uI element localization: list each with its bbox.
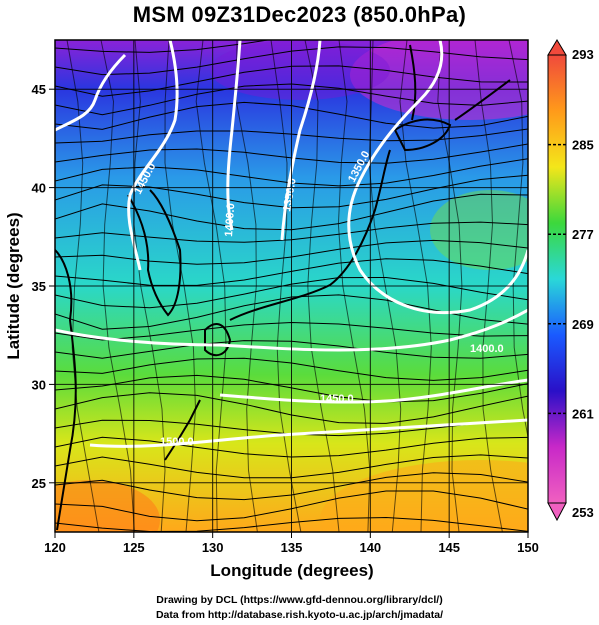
colorbar-strip — [547, 54, 567, 504]
colorbar-label: 253 — [572, 505, 594, 520]
y-tick-label: 45 — [32, 82, 46, 97]
axis-ticks — [49, 88, 529, 538]
map-title: MSM 09Z31Dec2023 (850.0hPa) — [132, 2, 467, 27]
contour-1450-south — [219, 378, 528, 404]
contour-label: 1500.0 — [160, 436, 194, 448]
coastlines — [55, 44, 511, 531]
colorbar-label: 285 — [572, 138, 594, 153]
contour-label: 1350.0 — [281, 177, 299, 212]
contour-1400-north — [226, 40, 242, 231]
contour-label: 1400.0 — [470, 343, 504, 355]
korea-coast — [127, 189, 182, 317]
y-axis-title: Latitude (degrees) — [4, 212, 23, 359]
colorbar-label: 261 — [572, 406, 594, 421]
x-tick-label: 135 — [281, 540, 303, 555]
x-tick-label: 125 — [123, 540, 145, 555]
contour-label: 1450.0 — [320, 393, 354, 405]
colorbar-label: 269 — [572, 317, 594, 332]
china-coast — [55, 249, 77, 531]
y-tick-label: 30 — [32, 377, 46, 392]
x-tick-label: 120 — [44, 540, 66, 555]
temperature-field — [55, 40, 528, 532]
y-tick-label: 40 — [32, 181, 46, 196]
contour-label: 1400.0 — [223, 203, 237, 237]
x-axis-title: Longitude (degrees) — [210, 561, 373, 580]
contour-1500-south — [89, 418, 528, 448]
kyushu-coast — [204, 323, 232, 357]
kurils — [454, 79, 511, 121]
colorbar-bottom-arrow — [547, 502, 567, 522]
x-tick-labels: 120 125 130 135 140 145 150 — [44, 540, 539, 555]
honshu-coast — [229, 149, 391, 321]
colorbar-label: 277 — [572, 227, 594, 242]
y-tick-label: 35 — [32, 279, 46, 294]
colorbar-label: 293 — [572, 47, 594, 62]
y-tick-label: 25 — [32, 476, 46, 491]
contour-1400-mid — [55, 308, 528, 352]
footer-credit-drawing: Drawing by DCL (https://www.gfd-dennou.o… — [156, 594, 443, 606]
colorbar: 293 285 277 269 261 253 — [547, 39, 594, 522]
hokkaido-coast — [393, 118, 452, 152]
ryukyu-islands — [164, 399, 201, 461]
contour-1450-curve — [127, 40, 179, 271]
contour-1450-north — [55, 53, 127, 132]
sakhalin-coast — [409, 44, 417, 121]
y-tick-labels: 25 30 35 40 45 — [32, 82, 46, 491]
x-tick-label: 150 — [517, 540, 539, 555]
colorbar-top-arrow — [547, 39, 567, 56]
footer-credit-data: Data from http://database.rish.kyoto-u.a… — [155, 609, 444, 621]
x-tick-label: 140 — [359, 540, 381, 555]
x-tick-label: 145 — [438, 540, 460, 555]
x-tick-label: 130 — [202, 540, 224, 555]
contour-1350-east — [347, 40, 528, 315]
height-contours — [55, 40, 528, 448]
contour-1350-north — [280, 40, 322, 241]
